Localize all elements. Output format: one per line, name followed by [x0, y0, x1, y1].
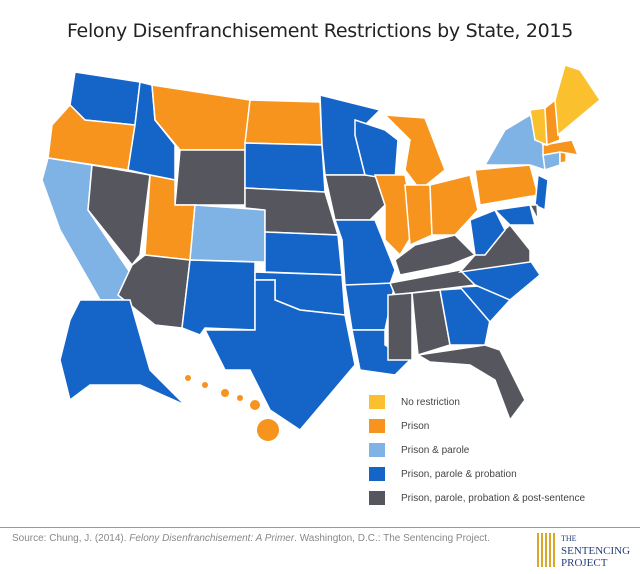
logo-text: SENTENCING: [561, 545, 631, 557]
state-ms: [387, 292, 413, 361]
legend-item: No restriction: [369, 390, 585, 414]
legend-item: Prison: [369, 414, 585, 438]
us-map: [41, 64, 601, 441]
state-fl: [415, 344, 526, 422]
legend-label: No restriction: [401, 396, 460, 408]
legend-swatch: [369, 395, 385, 409]
logo-icon: [537, 533, 555, 567]
legend-swatch: [369, 467, 385, 481]
legend: No restriction Prison Prison & parole Pr…: [369, 390, 585, 510]
state-me: [554, 64, 601, 137]
state-pa: [474, 164, 539, 206]
legend-swatch: [369, 443, 385, 457]
state-md: [493, 204, 536, 226]
state-oh: [429, 174, 479, 236]
logo-text: THE: [561, 534, 577, 543]
state-ak: [59, 299, 186, 406]
divider: [0, 527, 640, 528]
source-note: Source: Chung, J. (2014). Felony Disenfr…: [12, 533, 490, 544]
sentencing-project-logo: THE SENTENCING PROJECT: [537, 533, 630, 569]
state-hi: [185, 375, 191, 381]
state-hi: [237, 395, 243, 401]
state-ri: [559, 151, 567, 164]
state-ks: [264, 231, 343, 276]
map-title: Felony Disenfranchisement Restrictions b…: [66, 20, 574, 42]
state-wv: [469, 209, 506, 256]
legend-item: Prison, parole, probation & post-sentenc…: [369, 486, 585, 510]
legend-label: Prison, parole, probation & post-sentenc…: [401, 492, 585, 504]
source-title: Felony Disenfranchisement: A Primer: [129, 533, 295, 544]
state-ia: [324, 174, 386, 221]
legend-item: Prison, parole & probation: [369, 462, 585, 486]
legend-label: Prison & parole: [401, 444, 470, 456]
source-suffix: . Washington, D.C.: The Sentencing Proje…: [294, 533, 490, 544]
legend-label: Prison: [401, 420, 430, 432]
state-tx: [203, 279, 356, 431]
state-hi: [202, 382, 208, 388]
logo-text: PROJECT: [561, 557, 608, 569]
state-co: [189, 204, 266, 263]
legend-swatch: [369, 491, 385, 505]
state-nm: [181, 259, 256, 336]
legend-item: Prison & parole: [369, 438, 585, 462]
state-hi: [257, 419, 279, 441]
state-wy: [174, 149, 246, 206]
state-nj: [534, 173, 549, 212]
state-nd: [244, 99, 323, 146]
state-hi: [221, 389, 229, 397]
source-prefix: Source: Chung, J. (2014).: [12, 533, 130, 544]
state-de: [528, 204, 539, 221]
state-in: [404, 184, 433, 247]
legend-swatch: [369, 419, 385, 433]
state-hi: [250, 400, 260, 410]
legend-label: Prison, parole & probation: [401, 468, 517, 480]
state-sd: [244, 142, 326, 193]
state-il: [373, 174, 416, 257]
